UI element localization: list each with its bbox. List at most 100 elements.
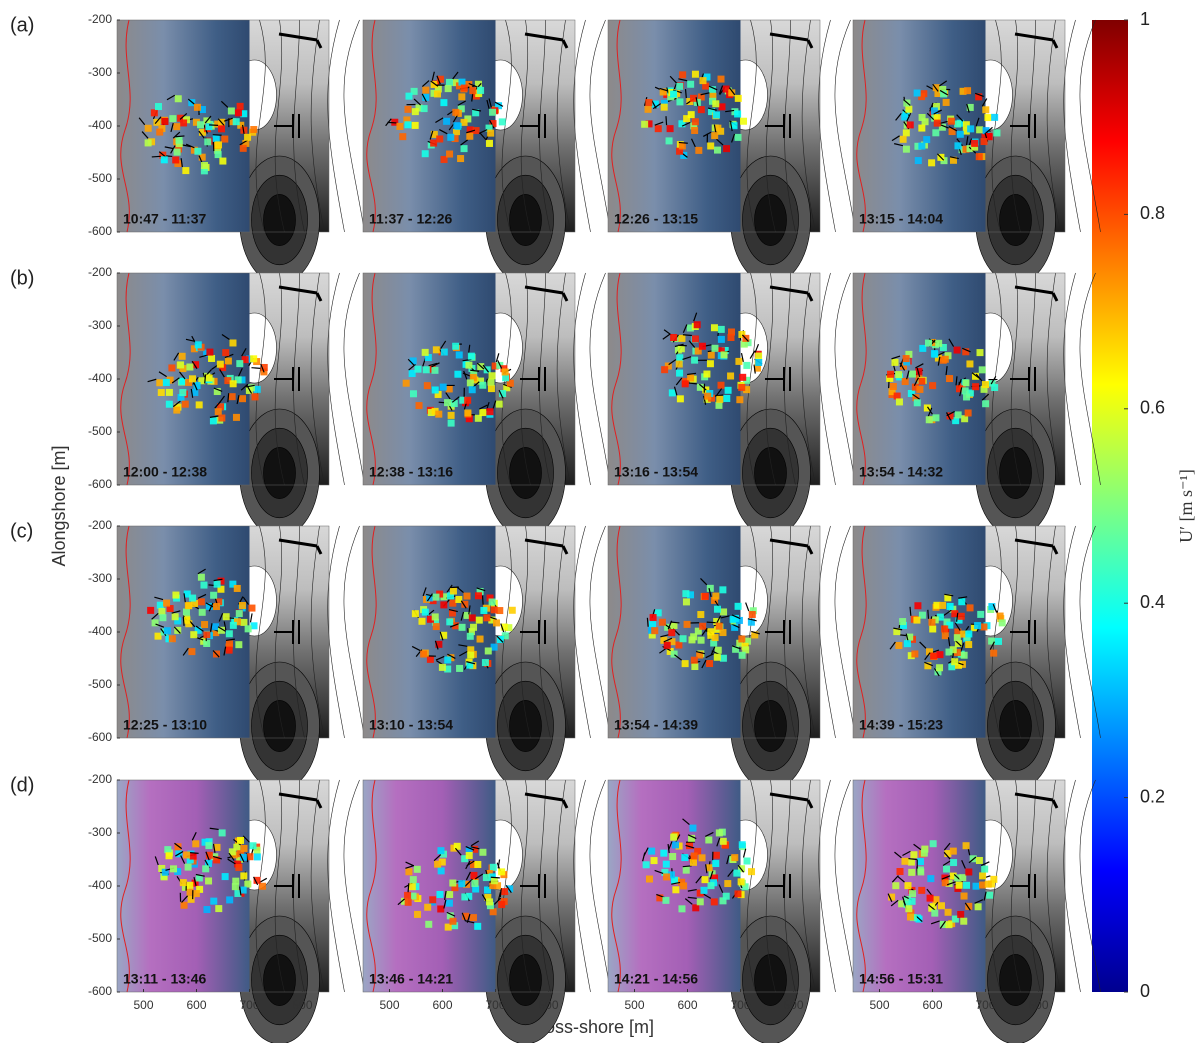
panel [117, 20, 365, 284]
velocity-cell [436, 891, 443, 898]
velocity-cell [982, 381, 989, 388]
time-label: 13:15 - 14:04 [859, 211, 943, 227]
velocity-cell [234, 585, 241, 592]
velocity-cell [222, 349, 229, 356]
velocity-cell [704, 393, 711, 400]
contour [819, 526, 836, 738]
velocity-cell [467, 652, 474, 659]
velocity-cell [687, 81, 694, 88]
velocity-cell [213, 603, 220, 610]
velocity-cell [446, 900, 453, 907]
velocity-cell [668, 629, 675, 636]
velocity-cell [719, 586, 726, 593]
velocity-cell [655, 125, 662, 132]
velocity-cell [928, 619, 935, 626]
velocity-cell [461, 85, 468, 92]
velocity-arrow [686, 89, 687, 98]
velocity-cell [414, 866, 421, 873]
velocity-arrow [228, 393, 229, 402]
row-label: (b) [10, 267, 34, 289]
velocity-cell [919, 114, 926, 121]
velocity-cell [235, 864, 242, 871]
contour [328, 780, 345, 992]
velocity-cell [405, 868, 412, 875]
velocity-arrow [666, 116, 667, 125]
x-tick-label: 600 [922, 998, 942, 1012]
velocity-cell [204, 138, 211, 145]
velocity-cell [170, 865, 177, 872]
velocity-cell [921, 850, 928, 857]
velocity-arrow [190, 853, 199, 854]
velocity-cell [440, 99, 447, 106]
colorbar-tick-label: 1 [1140, 9, 1150, 29]
velocity-cell [689, 825, 696, 832]
velocity-arrow [483, 596, 484, 605]
velocity-cell [239, 395, 246, 402]
y-tick-label: -400 [88, 624, 112, 638]
velocity-cell [699, 623, 706, 630]
velocity-cell [399, 133, 406, 140]
velocity-cell [649, 620, 656, 627]
velocity-cell [682, 380, 689, 387]
velocity-cell [903, 146, 910, 153]
velocity-cell [903, 129, 910, 136]
velocity-cell [169, 635, 176, 642]
velocity-cell [202, 865, 209, 872]
velocity-cell [990, 650, 997, 657]
velocity-cell [974, 622, 981, 629]
velocity-cell [205, 123, 212, 130]
velocity-cell [435, 411, 442, 418]
velocity-cell [155, 103, 162, 110]
x-tick-label: 600 [186, 998, 206, 1012]
panel [363, 20, 611, 284]
velocity-cell [461, 893, 468, 900]
velocity-cell [677, 395, 684, 402]
velocity-cell [482, 659, 489, 666]
velocity-cell [166, 401, 173, 408]
velocity-cell [738, 384, 745, 391]
velocity-cell [232, 883, 239, 890]
velocity-cell [412, 610, 419, 617]
velocity-cell [943, 99, 950, 106]
velocity-cell [233, 414, 240, 421]
velocity-cell [443, 118, 450, 125]
velocity-cell [502, 369, 509, 376]
velocity-cell [985, 881, 992, 888]
velocity-cell [900, 136, 907, 143]
x-tick-label: 500 [379, 998, 399, 1012]
video-image [363, 20, 496, 232]
velocity-cell [452, 343, 459, 350]
velocity-cell [200, 582, 207, 589]
velocity-cell [982, 400, 989, 407]
x-tick-label: 800 [292, 998, 312, 1012]
velocity-cell [465, 362, 472, 369]
video-image [363, 526, 496, 738]
velocity-arrow [679, 142, 688, 143]
colorbar-label: U′ [m s⁻¹] [1176, 469, 1196, 543]
velocity-cell [958, 613, 965, 620]
velocity-cell [694, 321, 701, 328]
velocity-cell [909, 890, 916, 897]
velocity-cell [748, 868, 755, 875]
velocity-cell [198, 598, 205, 605]
velocity-cell [452, 109, 459, 116]
velocity-cell [456, 351, 463, 358]
velocity-cell [980, 623, 987, 630]
velocity-cell [429, 896, 436, 903]
time-label: 12:26 - 13:15 [614, 211, 698, 227]
velocity-cell [215, 151, 222, 158]
velocity-cell [666, 137, 673, 144]
velocity-cell [250, 355, 257, 362]
velocity-cell [945, 921, 952, 928]
velocity-cell [229, 393, 236, 400]
time-label: 14:56 - 15:31 [859, 971, 943, 987]
contour [835, 780, 856, 992]
velocity-cell [967, 604, 974, 611]
velocity-cell [932, 414, 939, 421]
colorbar-tick-label: 0 [1140, 981, 1150, 1001]
velocity-cell [423, 366, 430, 373]
contour [755, 954, 787, 1005]
velocity-cell [659, 619, 666, 626]
velocity-cell [241, 845, 248, 852]
velocity-cell [467, 633, 474, 640]
